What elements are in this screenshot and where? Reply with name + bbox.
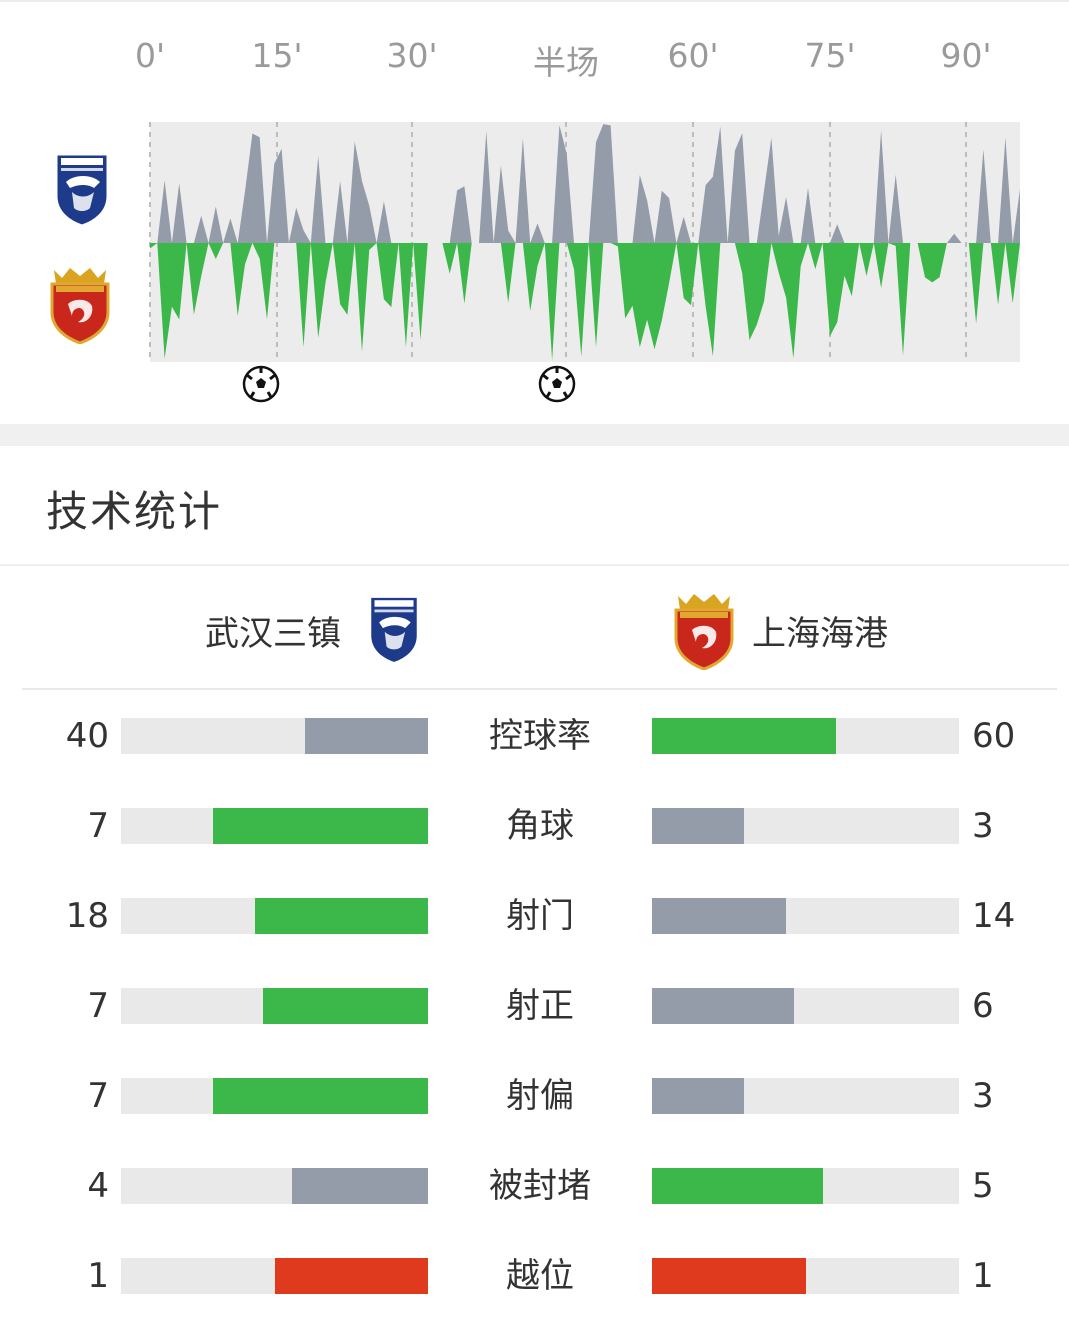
- away-value: 6: [972, 986, 994, 1026]
- section-title: 技术统计: [46, 487, 223, 536]
- home-bar-fill: [291, 1168, 428, 1204]
- home-bar-fill: [213, 808, 428, 844]
- home-value: 40: [65, 716, 109, 756]
- stat-label: 射门: [506, 896, 574, 936]
- home-value: 7: [87, 1076, 109, 1116]
- away-bar-fill: [652, 988, 794, 1024]
- momentum-chart: [149, 122, 1020, 362]
- home-bar-track: [121, 898, 428, 934]
- timeline-label-15: 15': [251, 36, 303, 75]
- home-bar-fill: [274, 1258, 428, 1294]
- timeline-label-30: 30': [386, 36, 438, 75]
- home-bar-track: [121, 1078, 428, 1114]
- home-bar-fill: [305, 718, 428, 754]
- away-bar-track: [652, 1258, 959, 1294]
- away-value: 3: [972, 1076, 994, 1116]
- home-value: 4: [87, 1166, 109, 1206]
- goal-ball-icon: [538, 365, 575, 403]
- away-bar-fill: [652, 808, 745, 844]
- stat-label: 控球率: [489, 716, 591, 756]
- team-header-separator: [22, 688, 1057, 690]
- timeline-label-75: 75': [804, 36, 856, 75]
- home-team-name: 武汉三镇: [205, 614, 341, 654]
- away-bar-track: [652, 1078, 959, 1114]
- stat-row-possession: 40 控球率 60: [0, 712, 1069, 760]
- away-team-name: 上海海港: [752, 614, 888, 654]
- stat-label: 被封堵: [489, 1166, 591, 1206]
- home-bar-track: [121, 1258, 428, 1294]
- home-bar-track: [121, 988, 428, 1024]
- away-bar-fill: [652, 1078, 745, 1114]
- away-bar-track: [652, 988, 959, 1024]
- shanghai-port-logo: [674, 594, 734, 670]
- away-momentum-area: [150, 243, 1020, 361]
- home-value: 18: [65, 896, 109, 936]
- title-separator: [0, 564, 1069, 566]
- away-value: 5: [972, 1166, 994, 1206]
- stat-row-shots-off-target: 7 射偏 3: [0, 1072, 1069, 1120]
- wuhan-three-towns-logo: [370, 596, 418, 663]
- away-value: 60: [972, 716, 1016, 756]
- stat-label: 越位: [506, 1256, 574, 1296]
- wuhan-three-towns-logo: [56, 154, 108, 226]
- stat-label: 射正: [506, 986, 574, 1026]
- away-value: 14: [972, 896, 1016, 936]
- home-value: 7: [87, 806, 109, 846]
- home-bar-fill: [255, 898, 428, 934]
- timeline-label-0: 0': [134, 36, 166, 75]
- section-divider: [0, 424, 1069, 446]
- home-bar-track: [121, 718, 428, 754]
- away-bar-track: [652, 1168, 959, 1204]
- away-value: 1: [972, 1256, 994, 1296]
- timeline-label-60: 60': [667, 36, 719, 75]
- home-value: 7: [87, 986, 109, 1026]
- stat-row-shots: 18 射门 14: [0, 892, 1069, 940]
- shanghai-port-logo: [50, 268, 110, 344]
- stat-label: 射偏: [506, 1076, 574, 1116]
- stat-row-shots-on-target: 7 射正 6: [0, 982, 1069, 1030]
- away-bar-fill: [652, 1258, 806, 1294]
- away-bar-track: [652, 718, 959, 754]
- timeline-label-90: 90': [940, 36, 992, 75]
- stat-row-corners: 7 角球 3: [0, 802, 1069, 850]
- home-momentum-area: [150, 124, 1020, 243]
- away-value: 3: [972, 806, 994, 846]
- top-separator: [0, 0, 1069, 2]
- stat-label: 角球: [506, 806, 574, 846]
- goal-ball-icon: [242, 365, 280, 403]
- away-bar-track: [652, 898, 959, 934]
- home-bar-track: [121, 1168, 428, 1204]
- home-bar-fill: [262, 988, 428, 1024]
- stat-row-blocked: 4 被封堵 5: [0, 1162, 1069, 1210]
- away-bar-track: [652, 808, 959, 844]
- away-bar-fill: [652, 898, 787, 934]
- away-bar-fill: [652, 718, 837, 754]
- away-bar-fill: [652, 1168, 823, 1204]
- home-bar-fill: [213, 1078, 428, 1114]
- stat-row-offside: 1 越位 1: [0, 1252, 1069, 1300]
- home-value: 1: [87, 1256, 109, 1296]
- home-bar-track: [121, 808, 428, 844]
- timeline-label-halftime: 半场: [533, 43, 599, 82]
